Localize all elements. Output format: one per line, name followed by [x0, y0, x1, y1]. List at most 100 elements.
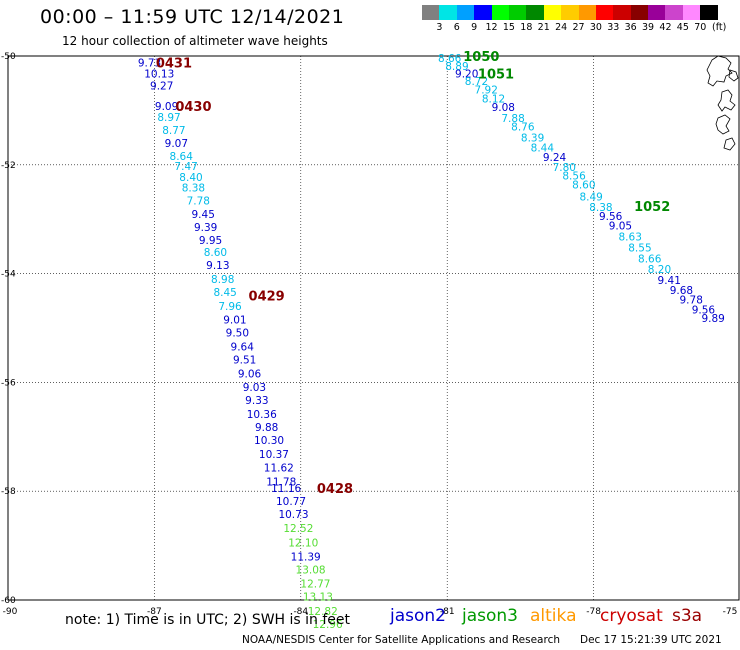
- time-label: 0428: [317, 482, 353, 497]
- wave-height-label: 9.24: [543, 152, 567, 164]
- wave-height-label: 9.06: [238, 369, 262, 381]
- wave-height-label: 9.64: [231, 341, 255, 353]
- wave-height-label: 8.12: [482, 93, 505, 105]
- wave-height-label: 8.44: [531, 142, 555, 154]
- legend-item-s3a: s3a: [672, 606, 703, 626]
- wave-height-label: 9.07: [165, 138, 188, 150]
- wave-height-label: 8.64: [170, 151, 194, 163]
- color-scale-swatch: [508, 5, 527, 20]
- color-scale-label: 42: [659, 22, 672, 33]
- wave-height-label: 8.55: [628, 242, 651, 254]
- color-scale-swatch: [561, 5, 579, 20]
- wave-height-label: 9.03: [243, 382, 266, 394]
- wave-height-label: 8.66: [638, 253, 662, 265]
- time-label: 1052: [634, 200, 670, 215]
- wave-height-label: 8.66: [438, 53, 462, 65]
- wave-height-label: 8.39: [521, 133, 544, 145]
- wave-height-label: 9.51: [233, 355, 256, 367]
- color-scale-swatch: [630, 5, 649, 20]
- wave-height-label: 9.41: [658, 275, 681, 287]
- x-tick-label: -78: [586, 607, 601, 617]
- color-scale-swatch: [526, 5, 544, 20]
- wave-height-label: 9.95: [199, 235, 222, 247]
- wave-height-label: 12.96: [313, 619, 343, 631]
- y-tick-label: -50: [1, 52, 16, 62]
- wave-height-label: 10.13: [144, 68, 174, 80]
- wave-height-label: 9.20: [455, 68, 478, 80]
- color-scale-swatch: [595, 5, 614, 20]
- wave-height-label: 10.73: [278, 509, 308, 521]
- wave-height-label: 13.08: [296, 565, 326, 577]
- color-scale-swatch: [474, 5, 492, 20]
- wave-height-label: 10.30: [254, 435, 284, 447]
- wave-height-label: 9.05: [609, 221, 632, 233]
- data-marks: 9.7310.139.279.098.978.779.078.647.478.4…: [138, 50, 725, 631]
- wave-height-label: 8.63: [619, 232, 642, 244]
- color-scale-label: 15: [502, 22, 515, 33]
- time-label: 0431: [156, 57, 192, 72]
- legend-item-jason3: jason3: [462, 606, 518, 626]
- color-scale-label: 33: [607, 22, 620, 33]
- wave-height-label: 9.45: [192, 209, 215, 221]
- wave-height-label: 7.80: [553, 162, 576, 174]
- color-scale-label: 39: [642, 22, 655, 33]
- wave-height-label: 8.38: [182, 183, 205, 195]
- wave-height-label: 8.20: [648, 264, 671, 276]
- color-scale-swatch: [700, 5, 718, 20]
- wave-height-label: 13.13: [303, 592, 333, 604]
- legend-item-jason2: jason2: [390, 606, 446, 626]
- color-scale-swatch: [613, 5, 631, 20]
- y-tick-label: -58: [1, 487, 16, 497]
- coastline: [706, 55, 739, 151]
- wave-height-label: 8.97: [157, 112, 180, 124]
- wave-height-label: 7.92: [475, 85, 498, 97]
- wave-height-label: 8.60: [572, 179, 595, 191]
- wave-height-label: 8.72: [465, 76, 488, 88]
- wave-height-label: 12.10: [288, 537, 318, 549]
- wave-height-label: 11.62: [264, 462, 294, 474]
- wave-height-label: 9.78: [680, 295, 703, 307]
- wave-height-label: 9.01: [223, 314, 246, 326]
- wave-height-label: 8.45: [213, 287, 236, 299]
- color-scale-label: 9: [471, 22, 478, 33]
- wave-height-label: 8.76: [511, 122, 535, 134]
- color-scale-label: 18: [520, 22, 533, 33]
- color-scale-swatch: [439, 5, 457, 20]
- wave-height-label: 8.38: [589, 202, 612, 214]
- wave-height-label: 9.89: [701, 313, 724, 325]
- color-scale-swatch: [543, 5, 562, 20]
- color-scale-label: 30: [589, 22, 602, 33]
- wave-height-label: 10.77: [276, 496, 306, 508]
- color-scale-swatch: [682, 5, 701, 20]
- x-tick-label: -87: [147, 607, 162, 617]
- map-grid: -90 -87 -84 -81 -78 -75 -50 -52 -54 -56 -58 -60: [1, 52, 740, 617]
- wave-height-label: 8.56: [562, 171, 586, 183]
- color-scale-label: 27: [572, 22, 585, 33]
- color-scale-label: 45: [676, 22, 689, 33]
- wave-height-label: 9.73: [138, 58, 161, 70]
- color-scale-labels: 3 6 9 12 15 18 21 24 27 30 33 36 39 42 45 70: [422, 22, 709, 33]
- time-label: 1050: [463, 50, 499, 65]
- wave-height-label: 9.39: [194, 222, 217, 234]
- color-scale-swatch: [422, 5, 440, 20]
- footer-credit: NOAA/NESDIS Center for Satellite Applica…: [242, 634, 560, 646]
- y-tick-label: -54: [1, 270, 16, 280]
- legend-item-cryosat: cryosat: [600, 606, 663, 626]
- wave-height-label: 7.96: [218, 301, 242, 313]
- color-scale-swatch: [456, 5, 475, 20]
- page-subtitle: 12 hour collection of altimeter wave hei…: [62, 34, 328, 48]
- wave-height-label: 8.77: [162, 125, 185, 137]
- wave-height-label: 7.47: [174, 161, 197, 173]
- wave-height-label: 8.98: [211, 274, 234, 286]
- color-scale-swatch: [665, 5, 683, 20]
- plot-frame: [7, 55, 740, 601]
- color-scale-label: 36: [624, 22, 637, 33]
- footer-timestamp: Dec 17 15:21:39 UTC 2021: [580, 634, 722, 646]
- x-tick-label: -84: [293, 607, 308, 617]
- y-tick-label: -52: [1, 161, 16, 171]
- wave-height-label: 8.40: [179, 172, 202, 184]
- x-tick-label: -81: [440, 607, 455, 617]
- wave-height-label: 9.50: [226, 327, 249, 339]
- color-scale-swatch: [648, 5, 666, 20]
- wave-height-label: 11.39: [291, 551, 321, 563]
